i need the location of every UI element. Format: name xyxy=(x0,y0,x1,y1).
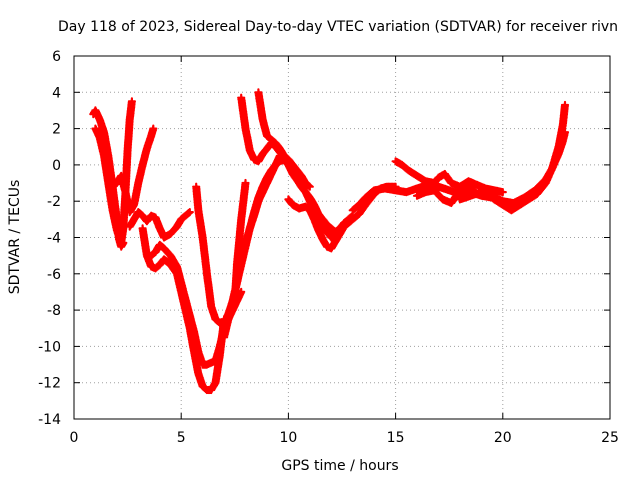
data-series-9 xyxy=(230,178,250,306)
y-tick-label: 0 xyxy=(52,158,61,174)
data-series-16 xyxy=(455,128,570,208)
x-tick-label: 25 xyxy=(601,430,619,446)
grid xyxy=(74,56,610,419)
y-tick-label: 2 xyxy=(52,122,61,138)
x-axis-label: GPS time / hours xyxy=(281,458,398,474)
y-tick-label: 6 xyxy=(52,49,61,65)
x-tick-label: 20 xyxy=(494,430,512,446)
x-tick-label: 10 xyxy=(279,430,297,446)
series-group xyxy=(89,88,570,395)
y-tick-label: -6 xyxy=(47,267,61,283)
y-tick-label: -4 xyxy=(47,231,61,247)
y-tick-label: -12 xyxy=(38,376,61,392)
x-tick-label: 15 xyxy=(387,430,405,446)
chart-title: Day 118 of 2023, Sidereal Day-to-day VTE… xyxy=(58,19,618,35)
x-tick-label: 5 xyxy=(177,430,186,446)
y-axis-label: SDTVAR / TECUs xyxy=(7,180,23,295)
data-series-4 xyxy=(125,208,194,242)
x-tick-label: 0 xyxy=(70,430,79,446)
y-tick-label: -10 xyxy=(38,339,61,355)
ticks: 0 5 10 15 20 25 -14 -12 -10 -8 -6 -4 -2 0 2 4 6 xyxy=(38,49,619,446)
y-tick-label: -8 xyxy=(47,303,61,319)
y-tick-label: -14 xyxy=(38,412,61,428)
y-tick-label: -2 xyxy=(47,194,61,210)
data-series-11 xyxy=(254,88,314,191)
data-series-3 xyxy=(108,124,158,217)
y-tick-label: 4 xyxy=(52,85,61,101)
